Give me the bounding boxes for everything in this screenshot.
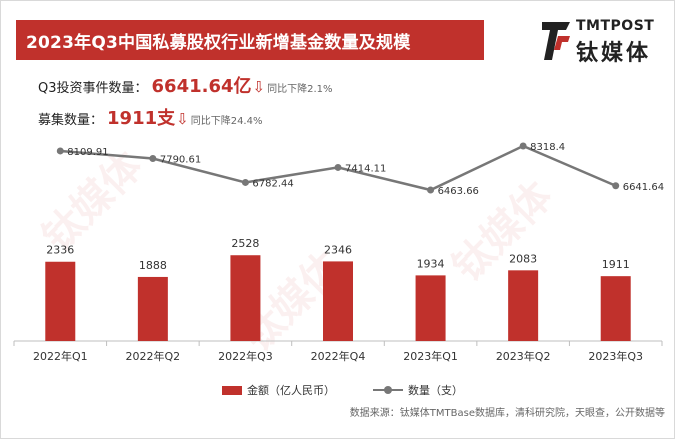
bar-value-label: 2346	[324, 243, 352, 256]
bar	[45, 261, 76, 341]
line-value-label: 6463.66	[438, 186, 479, 197]
bar-value-label: 2083	[509, 252, 537, 265]
line-value-label: 6641.64	[623, 182, 664, 193]
line-point	[427, 186, 435, 194]
line-value-label: 6782.44	[252, 178, 293, 189]
line-value-label: 8109.91	[67, 147, 108, 158]
stat-amount-label: Q3投资事件数量：	[38, 81, 148, 96]
bar-value-label: 2528	[231, 237, 259, 250]
stat-count-label: 募集数量：	[38, 113, 104, 128]
chart-title: 2023年Q3中国私募股权行业新增基金数量及规模	[26, 32, 411, 53]
stat-amount-value: 6641.64亿	[151, 76, 252, 97]
x-tick-label: 2023年Q3	[588, 349, 643, 363]
legend-line-swatch	[373, 385, 403, 395]
x-tick-label: 2023年Q1	[403, 349, 458, 363]
logo-mark-icon	[542, 22, 570, 60]
line-point	[56, 147, 64, 155]
down-arrow-icon: ⇩	[252, 78, 266, 96]
x-tick-label: 2023年Q2	[496, 349, 551, 363]
tmtpost-logo: TMTPOST 钛媒体	[540, 16, 665, 68]
x-tick-label: 2022年Q1	[33, 349, 88, 363]
title-banner: 2023年Q3中国私募股权行业新增基金数量及规模	[16, 20, 484, 60]
x-tick-label: 2022年Q3	[218, 349, 273, 363]
x-tick-label: 2022年Q2	[126, 349, 181, 363]
line-value-label: 7414.11	[345, 163, 386, 174]
legend-line-label: 数量（支）	[408, 384, 463, 397]
stat-count-value: 1911支	[107, 108, 176, 129]
line-point	[519, 142, 527, 150]
bar-value-label: 1934	[417, 257, 445, 270]
legend: 金额（亿人民币） 数量（支）	[222, 382, 463, 398]
logo-cn-text: 钛媒体	[576, 41, 652, 66]
logo-text: TMTPOST	[576, 18, 655, 34]
legend-bar-swatch	[222, 385, 242, 395]
bar	[137, 276, 168, 341]
x-tick-label: 2022年Q4	[311, 349, 366, 363]
bar	[600, 276, 631, 341]
stat-count: 募集数量： 1911支 ⇩ 同比下降24.4%	[38, 104, 262, 130]
bar-value-label: 1911	[602, 258, 630, 271]
line-value-label: 8318.4	[530, 142, 565, 153]
down-arrow-icon: ⇩	[176, 110, 189, 128]
line-point	[241, 178, 249, 186]
bar	[230, 255, 261, 341]
line-point	[334, 163, 342, 171]
stat-count-change: 同比下降24.4%	[190, 116, 263, 127]
bar	[323, 261, 353, 341]
line-point	[612, 182, 620, 190]
line-point	[149, 155, 157, 163]
line-value-label: 7790.61	[160, 155, 201, 166]
bar-value-label: 2336	[46, 244, 74, 257]
legend-bar-label: 金额（亿人民币）	[247, 384, 335, 397]
bar	[508, 270, 539, 341]
data-source: 数据来源：钛媒体TMTBase数据库，清科研究院，天眼查，公开数据等	[349, 408, 665, 419]
bar-value-label: 1888	[139, 259, 167, 272]
stat-amount: Q3投资事件数量： 6641.64亿 ⇩ 同比下降2.1%	[38, 72, 332, 98]
bar	[415, 275, 446, 341]
stat-amount-change: 同比下降2.1%	[267, 84, 333, 95]
